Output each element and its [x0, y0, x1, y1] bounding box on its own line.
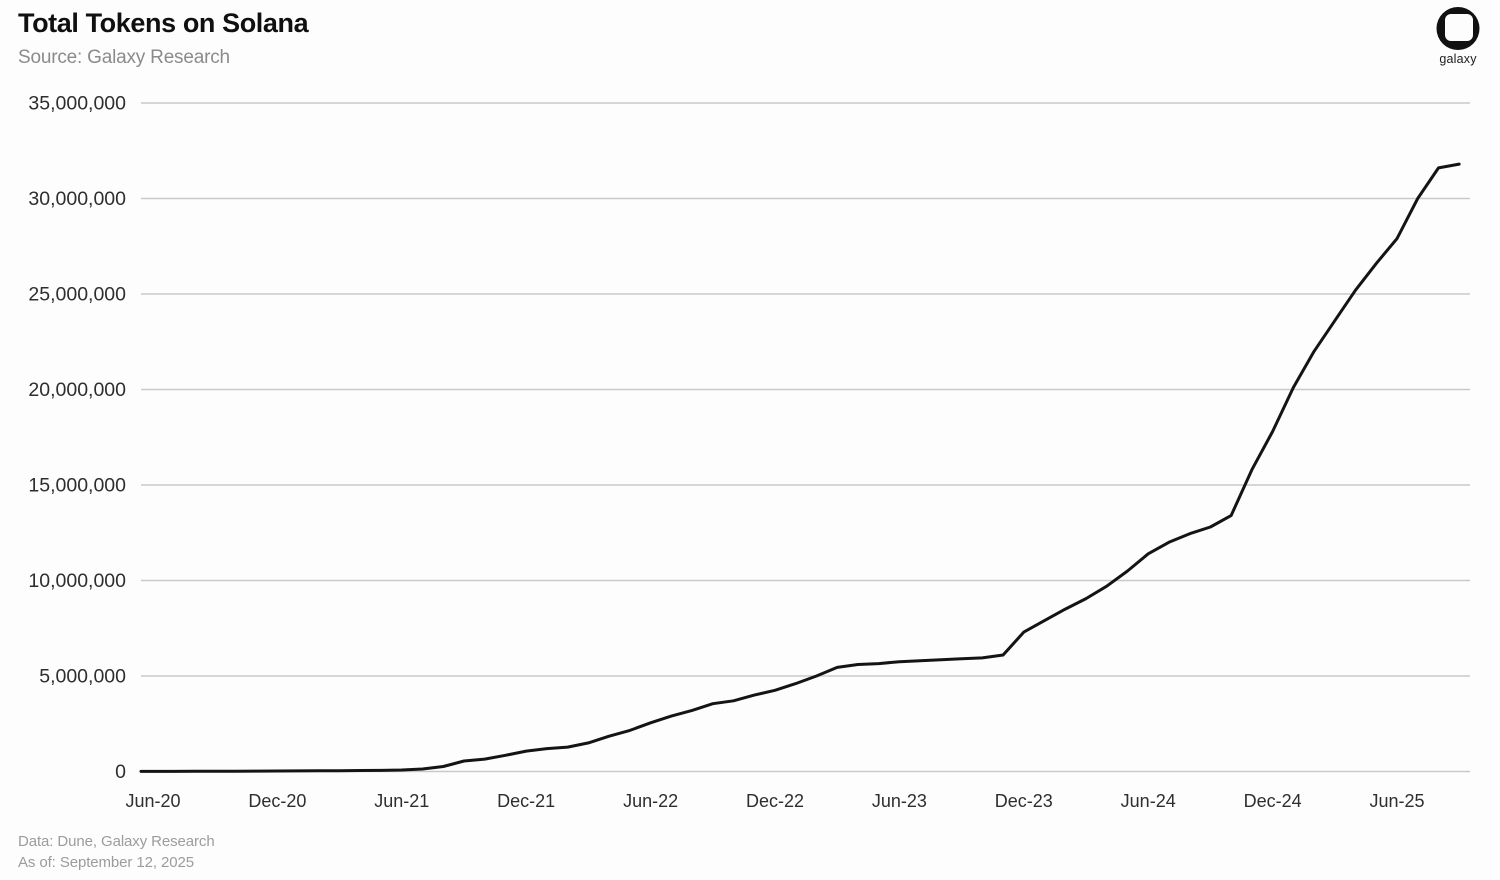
chart-source: Source: Galaxy Research — [18, 47, 230, 68]
galaxy-logo: galaxy — [1428, 7, 1488, 66]
y-axis-tick-label: 30,000,000 — [28, 188, 126, 210]
x-axis-tick-label: Jun-24 — [1121, 791, 1176, 811]
y-axis-tick-label: 15,000,000 — [28, 475, 126, 497]
y-axis-tick-label: 20,000,000 — [28, 379, 126, 401]
x-axis-tick-label: Jun-20 — [125, 791, 180, 811]
galaxy-logo-icon — [1436, 7, 1480, 50]
x-axis-tick-label: Dec-21 — [497, 791, 555, 811]
series-line — [139, 162, 1461, 773]
x-axis-tick-label: Dec-24 — [1244, 791, 1302, 811]
y-axis-tick-label: 10,000,000 — [28, 570, 126, 592]
galaxy-logo-label: galaxy — [1439, 52, 1477, 66]
page-title: Total Tokens on Solana — [18, 8, 309, 38]
y-axis-tick-label: 0 — [115, 761, 126, 783]
y-axis-tick-label: 35,000,000 — [28, 93, 126, 115]
x-axis-tick-label: Jun-23 — [872, 791, 927, 811]
x-axis-tick-label: Dec-23 — [995, 791, 1053, 811]
y-axis-tick-label: 25,000,000 — [28, 284, 126, 306]
x-axis-tick-label: Jun-22 — [623, 791, 678, 811]
x-axis-tick-label: Jun-21 — [374, 791, 429, 811]
x-axis-tick-label: Jun-25 — [1369, 791, 1424, 811]
y-axis-tick-label: 5,000,000 — [39, 666, 126, 688]
footer-data-source: Data: Dune, Galaxy Research — [18, 833, 215, 850]
footer-as-of: As of: September 12, 2025 — [18, 854, 194, 871]
x-axis-tick-label: Dec-20 — [248, 791, 306, 811]
x-axis-tick-label: Dec-22 — [746, 791, 804, 811]
